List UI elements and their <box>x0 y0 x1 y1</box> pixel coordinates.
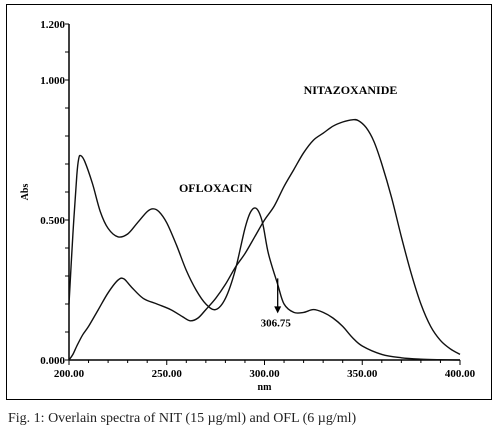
series-layer <box>68 118 461 361</box>
series-line-nitazoxanide <box>68 118 461 361</box>
y-tick-label: 1.000 <box>40 75 65 87</box>
x-tick-label: 300.00 <box>249 368 280 380</box>
figure-frame <box>6 4 492 400</box>
x-tick-label: 250.00 <box>152 368 183 380</box>
series-label-nitazoxanide: NITAZOXANIDE <box>304 83 398 97</box>
annotation-label: 306.75 <box>261 317 292 329</box>
y-axis-label: Abs <box>20 184 31 201</box>
x-tick-label: 400.00 <box>445 368 476 380</box>
axes <box>68 24 460 361</box>
series-line-ofloxacin <box>68 154 461 361</box>
y-tick-label: 1.200 <box>40 19 65 31</box>
annotation-arrow-head <box>274 306 282 314</box>
figure-caption: Fig. 1: Overlain spectra of NIT (15 µg/m… <box>8 411 357 426</box>
series-label-ofloxacin: OFLOXACIN <box>179 181 253 195</box>
ticks: 200.00 250.00 300.00 350.00 400.00 0.000 0.500… <box>40 19 475 380</box>
y-tick-label: 0.000 <box>40 355 65 367</box>
isosbestic-annotation: 306.75 <box>261 278 292 329</box>
x-axis-label: nm <box>258 382 273 393</box>
x-tick-label: 200.00 <box>54 368 85 380</box>
x-tick-label: 350.00 <box>347 368 378 380</box>
y-tick-label: 0.500 <box>40 215 65 227</box>
